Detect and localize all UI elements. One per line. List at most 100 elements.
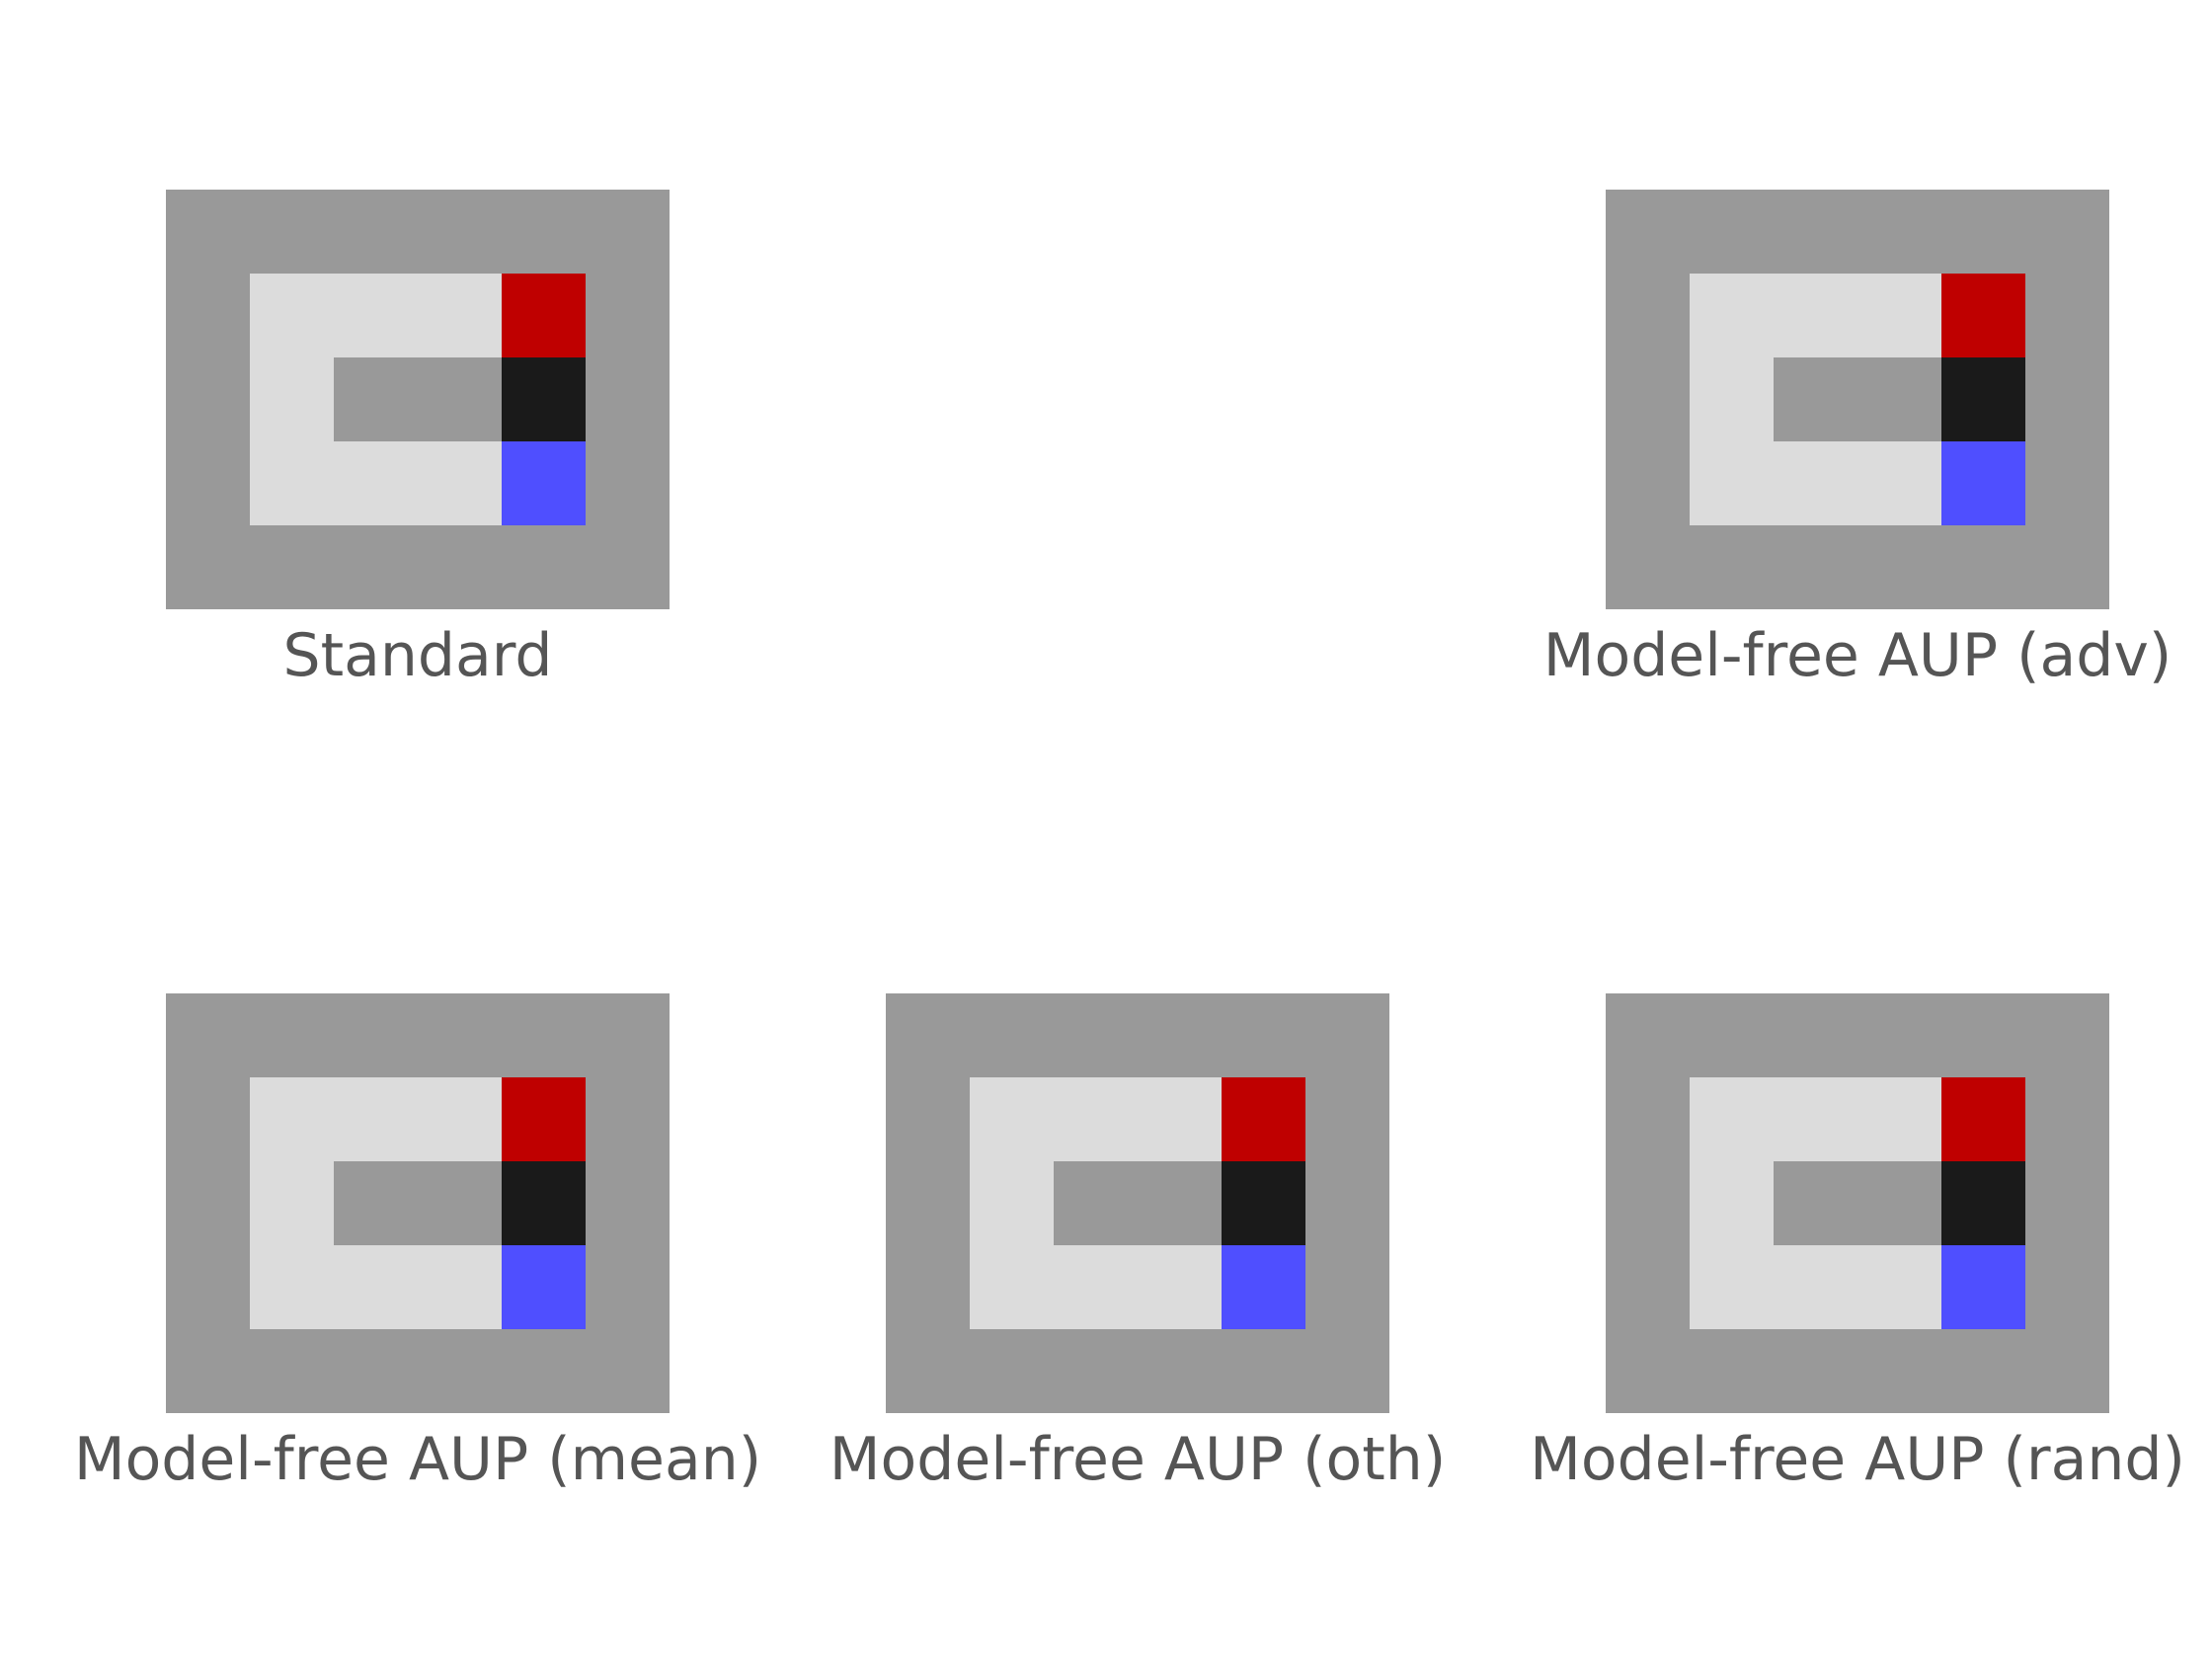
wall-tile <box>1857 190 1941 274</box>
floor-tile <box>250 441 334 525</box>
wall-tile <box>1774 190 1857 274</box>
gridworld-mean <box>166 993 670 1413</box>
wall-tile <box>166 1161 250 1245</box>
wall-tile <box>250 993 334 1077</box>
wall-tile <box>1305 1329 1389 1413</box>
caption-oth: Model-free AUP (oth) <box>829 1425 1447 1494</box>
box-tile <box>502 1245 586 1329</box>
wall-tile <box>2025 357 2109 441</box>
wall-tile <box>2025 441 2109 525</box>
wall-tile <box>1606 1077 1690 1161</box>
floor-tile <box>1690 441 1774 525</box>
wall-tile <box>1857 1161 1941 1245</box>
wall-tile <box>1941 190 2025 274</box>
goal-tile <box>1222 1077 1305 1161</box>
floor-tile <box>1774 274 1857 357</box>
wall-tile <box>1305 993 1389 1077</box>
floor-tile <box>1857 441 1941 525</box>
wall-tile <box>586 441 670 525</box>
wall-tile <box>166 190 250 274</box>
floor-tile <box>250 1245 334 1329</box>
caption-standard: Standard <box>282 621 553 690</box>
goal-tile <box>502 1077 586 1161</box>
wall-tile <box>586 525 670 609</box>
floor-tile <box>1054 1077 1138 1161</box>
wall-tile <box>418 993 502 1077</box>
floor-tile <box>1774 441 1857 525</box>
wall-tile <box>418 1329 502 1413</box>
box-tile <box>502 441 586 525</box>
agent-tile <box>1222 1161 1305 1245</box>
wall-tile <box>2025 1329 2109 1413</box>
floor-tile <box>250 357 334 441</box>
floor-tile <box>418 274 502 357</box>
wall-tile <box>1774 993 1857 1077</box>
wall-tile <box>1222 993 1305 1077</box>
wall-tile <box>1690 993 1774 1077</box>
wall-tile <box>1138 993 1222 1077</box>
floor-tile <box>250 1161 334 1245</box>
wall-tile <box>2025 190 2109 274</box>
floor-tile <box>1690 357 1774 441</box>
wall-tile <box>166 525 250 609</box>
wall-tile <box>1941 993 2025 1077</box>
wall-tile <box>1690 1329 1774 1413</box>
panel-standard: Standard <box>166 190 670 690</box>
wall-tile <box>334 190 418 274</box>
wall-tile <box>2025 525 2109 609</box>
wall-tile <box>502 1329 586 1413</box>
floor-tile <box>1857 274 1941 357</box>
agent-tile <box>1941 357 2025 441</box>
wall-tile <box>334 1329 418 1413</box>
wall-tile <box>1606 441 1690 525</box>
floor-tile <box>418 441 502 525</box>
panel-rand: Model-free AUP (rand) <box>1530 993 2185 1494</box>
wall-tile <box>2025 1245 2109 1329</box>
wall-tile <box>502 993 586 1077</box>
wall-tile <box>1054 1329 1138 1413</box>
floor-tile <box>1774 1077 1857 1161</box>
wall-tile <box>1606 1161 1690 1245</box>
wall-tile <box>166 441 250 525</box>
wall-tile <box>1606 190 1690 274</box>
wall-tile <box>2025 993 2109 1077</box>
wall-tile <box>1606 1245 1690 1329</box>
wall-tile <box>418 525 502 609</box>
caption-adv: Model-free AUP (adv) <box>1542 621 2172 690</box>
wall-tile <box>1222 1329 1305 1413</box>
wall-tile <box>166 357 250 441</box>
agent-tile <box>502 357 586 441</box>
wall-tile <box>586 357 670 441</box>
floor-tile <box>418 1077 502 1161</box>
floor-tile <box>970 1245 1054 1329</box>
goal-tile <box>1941 1077 2025 1161</box>
wall-tile <box>1857 993 1941 1077</box>
wall-tile <box>1774 357 1857 441</box>
wall-tile <box>1857 1329 1941 1413</box>
wall-tile <box>586 274 670 357</box>
floor-tile <box>334 441 418 525</box>
wall-tile <box>502 190 586 274</box>
wall-tile <box>586 1245 670 1329</box>
agent-tile <box>502 1161 586 1245</box>
wall-tile <box>166 274 250 357</box>
caption-rand: Model-free AUP (rand) <box>1530 1425 2185 1494</box>
wall-tile <box>1606 993 1690 1077</box>
wall-tile <box>1606 357 1690 441</box>
wall-tile <box>334 525 418 609</box>
panel-adv: Model-free AUP (adv) <box>1543 190 2172 690</box>
wall-tile <box>1305 1161 1389 1245</box>
wall-tile <box>334 1161 418 1245</box>
wall-tile <box>418 357 502 441</box>
gridworld-rand <box>1606 993 2109 1413</box>
floor-tile <box>334 1077 418 1161</box>
wall-tile <box>166 1329 250 1413</box>
wall-tile <box>1857 357 1941 441</box>
wall-tile <box>250 1329 334 1413</box>
wall-tile <box>166 1077 250 1161</box>
wall-tile <box>250 525 334 609</box>
panel-mean: Model-free AUP (mean) <box>74 993 761 1494</box>
floor-tile <box>250 1077 334 1161</box>
wall-tile <box>886 1077 970 1161</box>
caption-mean: Model-free AUP (mean) <box>73 1425 762 1494</box>
